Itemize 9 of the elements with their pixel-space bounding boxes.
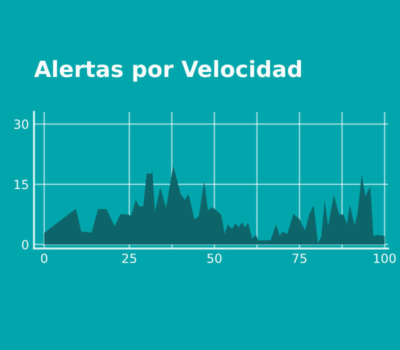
x-tick-label: 50: [207, 254, 222, 264]
x-tick-label: 25: [122, 254, 136, 264]
y-tick-label: 30: [14, 120, 28, 129]
x-tick-label: 75: [292, 254, 306, 264]
chart-title: Alertas por Velocidad: [34, 60, 301, 82]
x-tick-label: 0: [41, 254, 48, 264]
y-tick-label: 0: [22, 240, 28, 250]
y-tick-label: 15: [14, 180, 28, 190]
x-tick-label: 100: [374, 254, 396, 264]
